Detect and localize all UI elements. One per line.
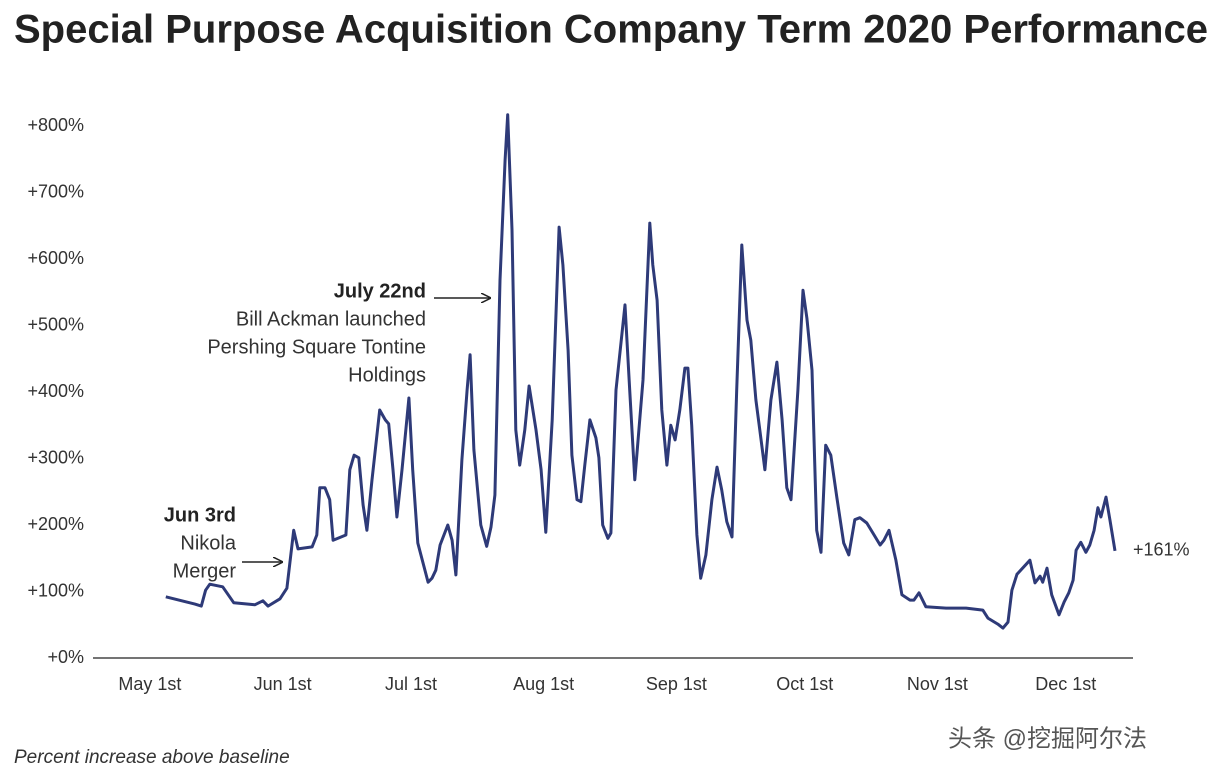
annotation-title: Jun 3rd: [164, 504, 236, 526]
y-tick-label: +200%: [27, 514, 84, 534]
chart-title: Special Purpose Acquisition Company Term…: [14, 8, 1208, 52]
y-tick-label: +0%: [47, 647, 84, 667]
annotation-text: Bill Ackman launched: [236, 308, 426, 330]
y-tick-label: +500%: [27, 314, 84, 334]
annotation-text: Nikola: [180, 532, 236, 554]
x-tick-label: Oct 1st: [776, 674, 833, 694]
y-tick-label: +600%: [27, 248, 84, 268]
x-tick-label: Jun 1st: [254, 674, 312, 694]
y-tick-label: +300%: [27, 447, 84, 467]
y-tick-label: +700%: [27, 181, 84, 201]
watermark: 头条 @挖掘阿尔法: [948, 725, 1147, 752]
x-tick-label: Aug 1st: [513, 674, 574, 694]
x-tick-label: Dec 1st: [1035, 674, 1096, 694]
annotation-title: July 22nd: [334, 280, 426, 302]
y-tick-label: +400%: [27, 381, 84, 401]
annotation-text: Merger: [173, 560, 237, 582]
x-tick-label: May 1st: [118, 674, 181, 694]
footnote: Percent increase above baseline: [14, 747, 290, 768]
x-tick-label: Sep 1st: [646, 674, 707, 694]
annotation-text: Pershing Square Tontine: [207, 336, 426, 358]
end-label: +161%: [1133, 540, 1190, 560]
x-tick-label: Jul 1st: [385, 674, 437, 694]
x-tick-label: Nov 1st: [907, 674, 968, 694]
line: [165, 113, 1117, 630]
annotation-text: Holdings: [348, 364, 426, 386]
y-tick-label: +800%: [27, 115, 84, 135]
y-tick-label: +100%: [27, 580, 84, 600]
